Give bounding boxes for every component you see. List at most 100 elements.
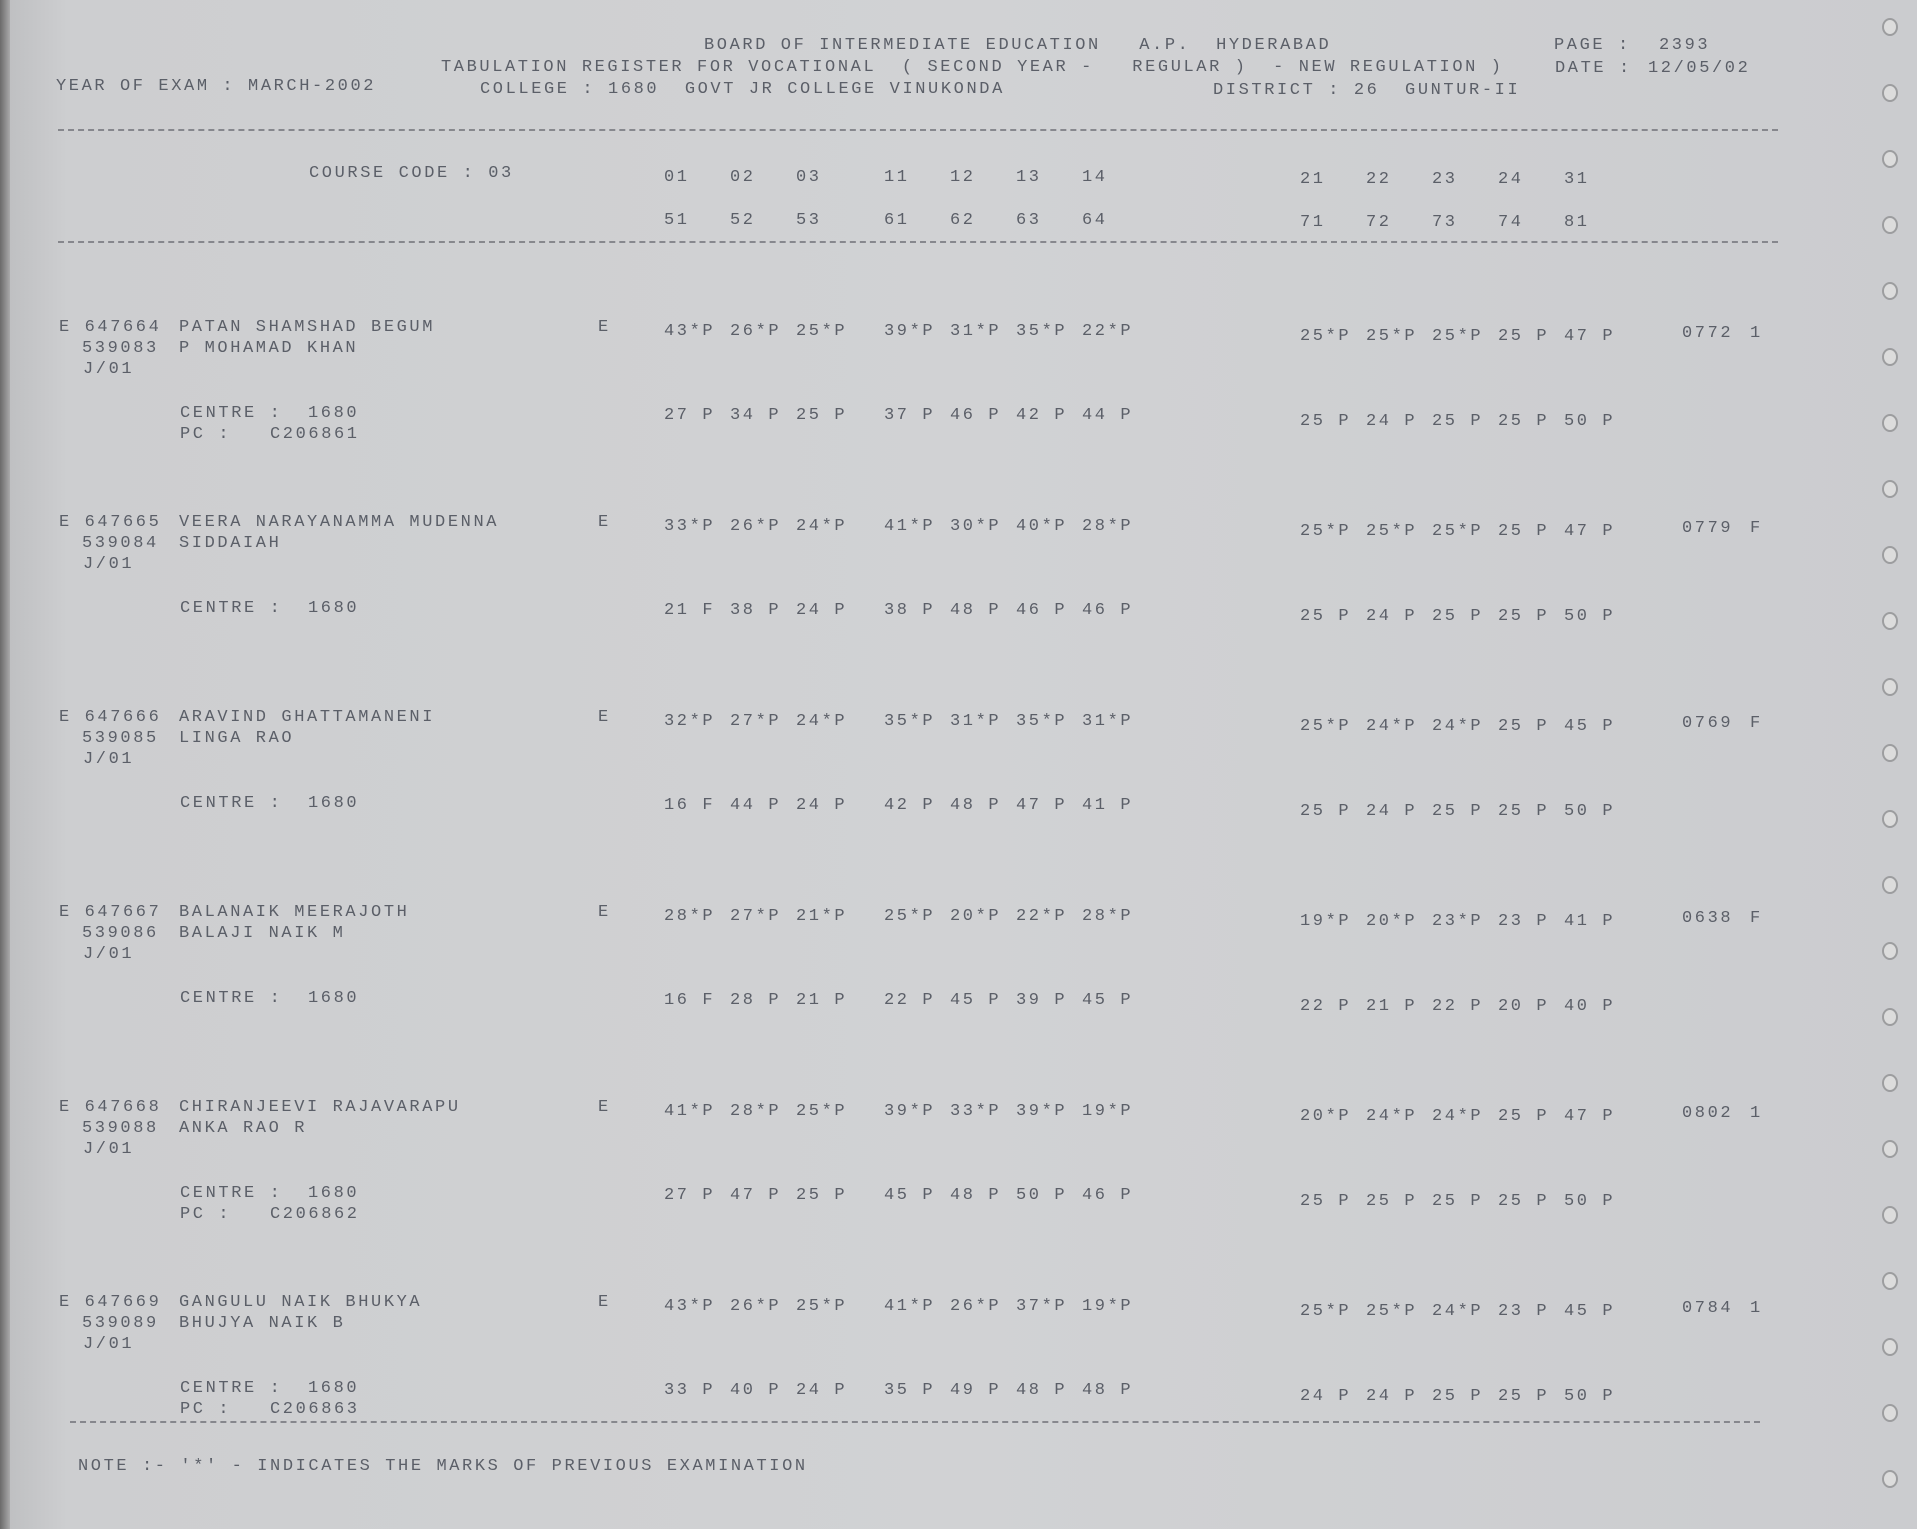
mark: 25 P [1432,607,1484,626]
centre-label: CENTRE : [180,1184,283,1203]
mark: 25*P [884,907,936,926]
student-name: GANGULU NAIK BHUKYA [179,1293,423,1312]
mark-group: 16 F 28 P 21 P [664,991,862,1011]
subject-code: 63 [1016,211,1042,230]
subject-code: 64 [1082,211,1108,230]
mark-group: 16 F 44 P 24 P [664,796,862,816]
group-code: J/01 [83,945,135,964]
tractor-feed-hole [1882,150,1898,168]
college-info: COLLEGE : 1680 GOVT JR COLLEGE VINUKONDA [480,80,1005,99]
student-name: VEERA NARAYANAMMA MUDENNA [179,513,500,532]
course-code: COURSE CODE : 03 [309,164,514,183]
mark: 25*P [796,1102,848,1121]
mark: 41*P [884,517,936,536]
mark: 19*P [1082,1297,1134,1316]
medium: E [598,318,611,337]
group-code: J/01 [83,750,135,769]
mark: 50 P [1564,412,1616,431]
pc-code: C206863 [270,1400,360,1419]
mark: 48 P [1082,1381,1134,1400]
subject-code: 01 [664,168,690,187]
result: F [1750,519,1763,538]
centre-label: CENTRE : [180,404,283,423]
mark: 38 P [884,601,936,620]
parent-name: SIDDAIAH [179,534,282,553]
mark: 25*P [1366,327,1418,346]
mark-group: 25*P 25*P 25*P 25 P 47 P [1300,522,1630,542]
page-number: 2393 [1659,36,1711,55]
mark: 28*P [664,907,716,926]
mark: 25*P [796,1297,848,1316]
medium: E [598,1098,611,1117]
mark: 39*P [884,1102,936,1121]
total-marks: 0779 [1682,519,1734,538]
student-name: CHIRANJEEVI RAJAVARAPU [179,1098,461,1117]
mark: 24 P [796,796,848,815]
medium: E [598,513,611,532]
mark-group: 45 P 48 P 50 P 46 P [884,1186,1148,1206]
mark: 25 P [1432,1192,1484,1211]
centre-code: 1680 [308,1379,360,1398]
mark-group: 38 P 48 P 46 P 46 P [884,601,1148,621]
mark-group: 19*P 20*P 23*P 23 P 41 P [1300,912,1630,932]
tractor-feed-hole [1882,348,1898,366]
centre-code: 1680 [308,1184,360,1203]
mark: 26*P [730,1297,782,1316]
mark: 24 P [1366,802,1418,821]
mark: 41 P [1082,796,1134,815]
parent-name: LINGA RAO [179,729,295,748]
tractor-feed-hole [1882,1338,1898,1356]
mark: 38 P [730,601,782,620]
mark: 19*P [1300,912,1352,931]
mark: 50 P [1564,1192,1616,1211]
mark: 25 P [1432,1387,1484,1406]
mark: 26*P [730,322,782,341]
district-info: DISTRICT : 26 GUNTUR-II [1213,81,1521,100]
tractor-feed-hole [1882,216,1898,234]
hall-ticket-number: E 647666 [59,708,162,727]
parent-name: P MOHAMAD KHAN [179,339,359,358]
mark: 49 P [950,1381,1002,1400]
mark: 35*P [1016,322,1068,341]
subject-code: 11 [884,168,910,187]
mark: 25 P [1498,522,1550,541]
pc-label: PC : [180,1400,232,1419]
hall-ticket-number: E 647669 [59,1293,162,1312]
medium: E [598,1293,611,1312]
student-name: BALANAIK MEERAJOTH [179,903,410,922]
mark: 20 P [1498,997,1550,1016]
mark: 33*P [950,1102,1002,1121]
mark: 43*P [664,1297,716,1316]
mark: 32*P [664,712,716,731]
mark: 25 P [1300,412,1352,431]
mark: 24*P [1432,1107,1484,1126]
mark-group: 33*P 26*P 24*P [664,517,862,537]
mark: 25 P [1300,1192,1352,1211]
tractor-feed-hole [1882,1206,1898,1224]
mark: 48 P [950,1186,1002,1205]
total-marks: 0638 [1682,909,1734,928]
subject-code: 12 [950,168,976,187]
mark: 50 P [1564,607,1616,626]
mark: 37*P [1016,1297,1068,1316]
mark-group: 32*P 27*P 24*P [664,712,862,732]
mark: 33 P [664,1381,716,1400]
mark: 22*P [1016,907,1068,926]
mark-group: 27 P 47 P 25 P [664,1186,862,1206]
mark: 25 P [1498,412,1550,431]
mark-group: 25*P 25*P 25*P 25 P 47 P [1300,327,1630,347]
student-name: ARAVIND GHATTAMANENI [179,708,436,727]
mark: 46 P [1082,1186,1134,1205]
subject-code: 14 [1082,168,1108,187]
mark: 34 P [730,406,782,425]
mark: 41 P [1564,912,1616,931]
mark: 24 P [1366,607,1418,626]
mark: 24 P [796,601,848,620]
date-label: DATE : [1555,59,1632,78]
mark: 25 P [1366,1192,1418,1211]
total-marks: 0802 [1682,1104,1734,1123]
tractor-feed-hole [1882,18,1898,36]
mark: 20*P [1300,1107,1352,1126]
subject-code-group: 11 12 13 14 [884,168,1148,188]
mark: 24 P [1366,1387,1418,1406]
